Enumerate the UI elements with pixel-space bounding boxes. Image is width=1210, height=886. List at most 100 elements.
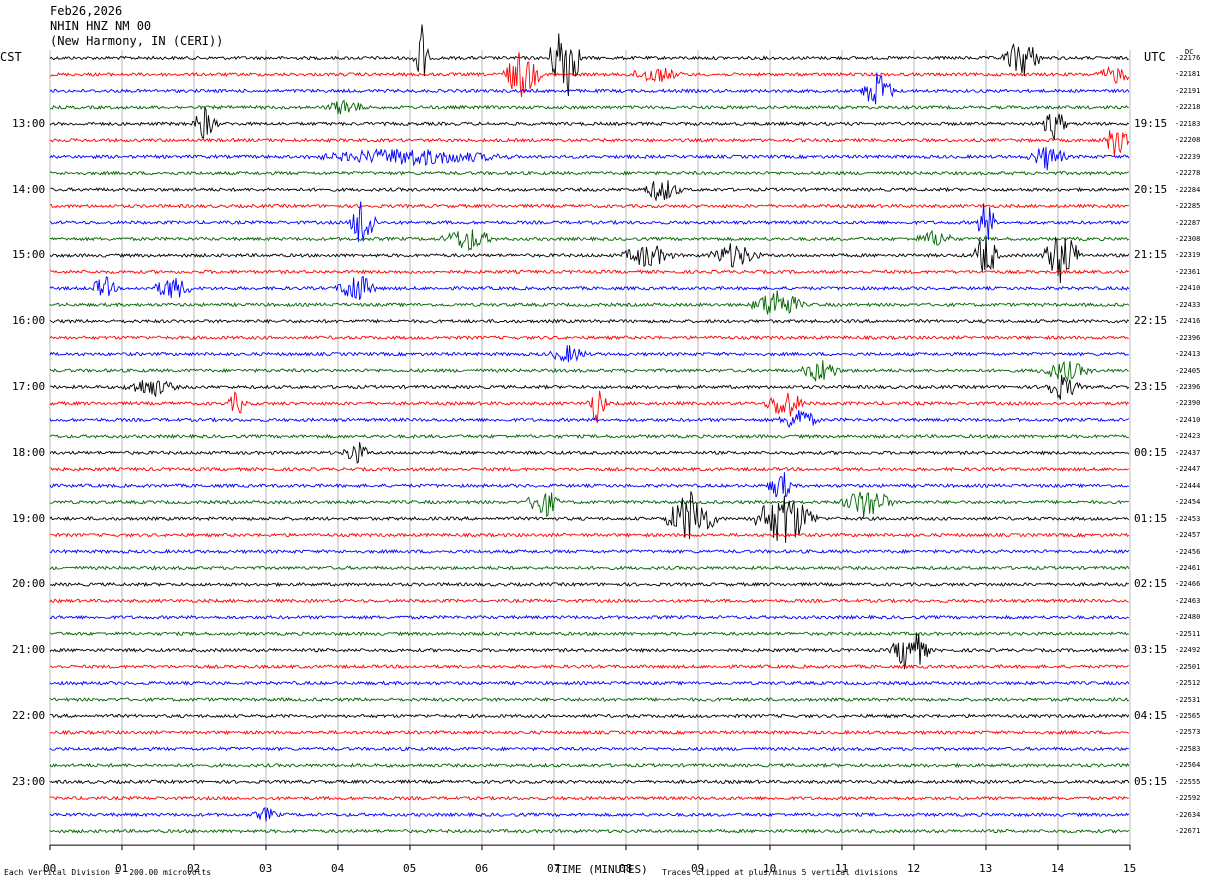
right-time-label: 05:15 xyxy=(1134,774,1168,788)
left-time-label: 20:00 xyxy=(12,577,46,591)
trace-line-33 xyxy=(49,598,1129,604)
x-tick-label-09: 09 xyxy=(691,862,705,875)
x-tick-label-10: 10 xyxy=(763,862,777,875)
dc-offset-label: -22433 xyxy=(1175,300,1201,309)
dc-offset-label: -22284 xyxy=(1175,185,1201,194)
left-time-label: 18:00 xyxy=(12,445,46,459)
trace-line-35 xyxy=(49,631,1129,637)
trace-line-32 xyxy=(49,581,1130,588)
dc-offset-label: -22555 xyxy=(1175,777,1201,786)
trace-line-7 xyxy=(49,170,1130,176)
dc-offset-label: -22492 xyxy=(1175,646,1201,655)
right-time-label: 01:15 xyxy=(1134,511,1168,525)
trace-line-10 xyxy=(49,201,1129,243)
dc-offset-label: -22583 xyxy=(1175,744,1201,753)
dc-offset-label: -22191 xyxy=(1175,86,1201,95)
right-time-label: 21:15 xyxy=(1134,248,1168,262)
dc-offset-label: -22287 xyxy=(1175,218,1201,227)
dc-offset-label: -22466 xyxy=(1175,580,1201,589)
trace-line-6 xyxy=(49,146,1130,171)
right-time-label: 04:15 xyxy=(1134,709,1168,722)
right-time-label: 02:15 xyxy=(1134,577,1168,591)
dc-offset-label: -22453 xyxy=(1175,514,1201,523)
trace-line-38 xyxy=(49,680,1130,686)
dc-label: DC xyxy=(1185,48,1194,56)
dc-offset-label: -22410 xyxy=(1175,284,1201,293)
dc-offset-label: -22423 xyxy=(1175,432,1201,441)
dc-offset-label: -22454 xyxy=(1175,498,1201,507)
left-time-label: 23:00 xyxy=(12,774,46,788)
left-timezone-label: CST xyxy=(0,50,22,64)
x-tick-label-07: 07 xyxy=(547,862,561,875)
x-axis-ticks xyxy=(49,844,1131,851)
trace-line-26 xyxy=(49,472,1130,498)
left-time-label: 19:00 xyxy=(12,511,46,525)
right-time-label: 20:15 xyxy=(1134,182,1168,196)
left-time-label: 16:00 xyxy=(12,314,46,328)
trace-line-8 xyxy=(49,180,1130,202)
trace-line-13 xyxy=(49,269,1129,275)
dc-offset-label: -22285 xyxy=(1175,202,1201,211)
trace-line-5 xyxy=(49,130,1130,157)
trace-line-30 xyxy=(49,548,1130,555)
trace-line-0 xyxy=(49,24,1130,97)
dc-offset-label: -22390 xyxy=(1175,399,1201,408)
trace-line-34 xyxy=(49,614,1130,621)
dc-offset-label: -22511 xyxy=(1175,629,1201,638)
trace-line-4 xyxy=(49,105,1130,140)
trace-line-9 xyxy=(49,203,1129,209)
x-tick-label-15: 15 xyxy=(1123,862,1137,875)
trace-line-24 xyxy=(49,442,1130,464)
trace-line-45 xyxy=(49,795,1129,801)
x-tick-label-01: 01 xyxy=(115,862,129,875)
dc-offset-label: -22396 xyxy=(1175,383,1201,391)
dc-offset-label: -22531 xyxy=(1175,695,1201,704)
dc-offset-label: -22416 xyxy=(1175,317,1201,326)
trace-line-1 xyxy=(49,52,1130,98)
dc-offset-label: -22218 xyxy=(1175,103,1201,112)
left-time-label: 13:00 xyxy=(12,116,46,130)
seismic-traces xyxy=(49,24,1130,834)
scale-note: Each Vertical Division = 200.00 microvol… xyxy=(4,868,212,877)
right-timezone-label: UTC xyxy=(1144,50,1166,64)
dc-offset-label: -22671 xyxy=(1175,827,1201,836)
dc-offset-label: -22278 xyxy=(1175,169,1201,178)
minute-grid xyxy=(49,50,1131,846)
trace-line-15 xyxy=(49,290,1130,315)
dc-offset-label: -22480 xyxy=(1175,613,1201,622)
dc-offset-label: -22239 xyxy=(1175,152,1201,161)
trace-line-25 xyxy=(49,466,1129,472)
dc-offset-label: -22361 xyxy=(1175,267,1201,276)
x-tick-label-04: 04 xyxy=(331,862,345,875)
x-tick-label-02: 02 xyxy=(187,862,201,875)
dc-offset-label: -22183 xyxy=(1175,119,1201,128)
dc-offset-label: -22592 xyxy=(1175,794,1201,803)
dc-offset-label: -22176 xyxy=(1175,54,1201,62)
dc-offset-label: -22501 xyxy=(1175,662,1201,671)
trace-line-43 xyxy=(49,762,1130,769)
x-tick-label-03: 03 xyxy=(259,862,273,875)
trace-line-29 xyxy=(50,532,1130,538)
trace-line-23 xyxy=(49,433,1130,440)
x-tick-label-05: 05 xyxy=(403,862,417,875)
dc-offset-label: -22396 xyxy=(1175,333,1201,342)
trace-line-28 xyxy=(49,491,1130,543)
x-tick-label-00: 00 xyxy=(43,862,57,875)
trace-line-46 xyxy=(49,807,1130,822)
dc-offset-label: -22573 xyxy=(1175,728,1201,737)
trace-line-42 xyxy=(49,746,1129,752)
dc-offset-label: -22447 xyxy=(1175,465,1201,474)
trace-line-3 xyxy=(49,99,1129,115)
trace-line-44 xyxy=(49,779,1130,785)
trace-line-16 xyxy=(49,318,1130,324)
x-tick-label-11: 11 xyxy=(835,862,849,875)
trace-line-47 xyxy=(49,828,1130,834)
trace-line-11 xyxy=(49,229,1130,252)
header-date: Feb26,2026 xyxy=(50,4,123,18)
dc-offset-label: -22413 xyxy=(1175,350,1201,359)
right-time-label: 23:15 xyxy=(1134,380,1168,393)
dc-offset-label: -22405 xyxy=(1175,366,1201,375)
trace-line-40 xyxy=(49,713,1130,719)
dc-offset-label: -22456 xyxy=(1175,547,1201,556)
